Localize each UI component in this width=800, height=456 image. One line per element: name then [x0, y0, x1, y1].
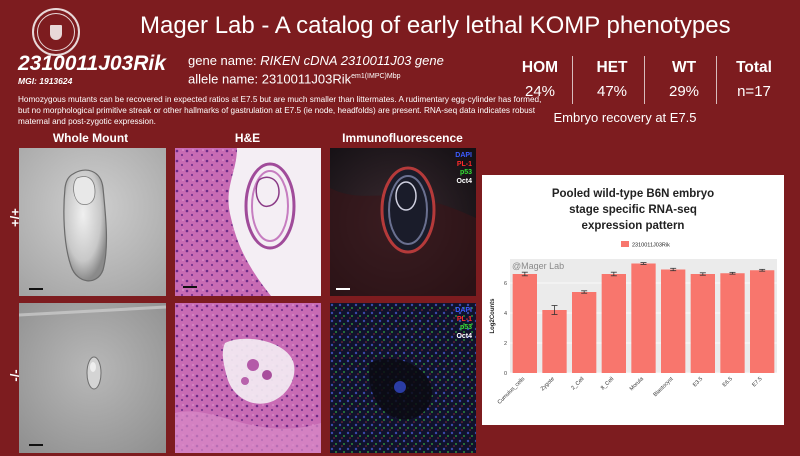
if-legend-pl1: PL-1: [456, 160, 472, 168]
if-legend-dapi: DAPI: [455, 152, 472, 159]
y-tick-label: 2: [504, 341, 507, 347]
x-tick-label: Blastocyst: [653, 376, 675, 398]
image-wholemount-mutant: [19, 303, 166, 453]
stat-total-label: Total: [736, 59, 772, 76]
if-legend-mutant: DAPI PL-1 p53 Oct4: [455, 307, 472, 341]
x-tick-label: E6.5: [722, 376, 734, 388]
stat-wt-label: WT: [671, 59, 697, 76]
rnaseq-chart-card: Pooled wild-type B6N embryo stage specif…: [482, 175, 784, 425]
chart-title: Pooled wild-type B6N embryo stage specif…: [492, 186, 774, 234]
page-title: Mager Lab - A catalog of early lethal KO…: [140, 12, 731, 39]
x-tick-label: Morula: [629, 376, 646, 393]
stat-hom-label: HOM: [521, 59, 559, 76]
gene-name-line: gene name: RIKEN cDNA 2310011J03 gene: [188, 53, 444, 69]
stat-wt: WT 29%: [652, 56, 717, 104]
chart-title-line-2: stage specific RNA-seq: [569, 204, 697, 216]
x-tick-label: E3.5: [692, 376, 704, 388]
bar: [661, 269, 686, 373]
bar: [720, 273, 745, 373]
x-tick-label: 8_Cell: [600, 376, 615, 391]
y-tick-label: 0: [504, 371, 507, 377]
if-legend-oct4: Oct4: [456, 177, 472, 185]
if-legend-p53-mutant: p53: [459, 324, 472, 331]
if-legend-wildtype: DAPI PL-1 p53 Oct4: [455, 152, 472, 186]
stat-hom: HOM 24%: [508, 56, 573, 104]
bar: [631, 263, 656, 373]
stat-wt-value: 29%: [668, 83, 700, 100]
stat-het-value: 47%: [596, 83, 628, 100]
chart-title-line-3: expression pattern: [581, 220, 685, 232]
image-immunofluorescence-wildtype: DAPI PL-1 p53 Oct4: [330, 148, 476, 296]
if-legend-p53: p53: [459, 169, 472, 176]
x-tick-label: 2_Cell: [570, 376, 585, 391]
gene-name-label: gene name:: [188, 53, 261, 68]
column-header-immunofluorescence: Immunofluorescence: [342, 131, 463, 145]
chart-watermark: @Mager Lab: [512, 261, 564, 271]
stat-het: HET 47%: [580, 56, 645, 104]
if-legend-dapi-mutant: DAPI: [455, 307, 472, 314]
y-tick-label: 6: [504, 281, 507, 287]
allele-name-label: allele name:: [188, 71, 262, 87]
stat-total: Total n=17: [722, 56, 786, 104]
column-header-whole-mount: Whole Mount: [52, 131, 129, 145]
allele-name: 2310011J03Rik: [261, 71, 352, 87]
x-tick-label: Cumulus_cells: [497, 376, 527, 406]
if-legend-oct4-mutant: Oct4: [456, 332, 472, 340]
bar: [572, 292, 597, 373]
gene-symbol: 2310011J03Rik: [18, 52, 166, 75]
image-he-mutant: [175, 303, 321, 453]
allele-name-line: allele name: 2310011J03Rikem1(IMPC)Mbp: [188, 69, 444, 87]
recovery-caption: Embryo recovery at E7.5: [553, 110, 697, 125]
gene-info: gene name: RIKEN cDNA 2310011J03 gene al…: [188, 53, 444, 87]
chart-title-line-1: Pooled wild-type B6N embryo: [551, 188, 715, 200]
bar: [601, 274, 626, 373]
stat-total-value: n=17: [737, 83, 771, 100]
bar: [690, 274, 715, 373]
legend-label: 2310011J03Rik: [632, 243, 670, 249]
image-wholemount-wildtype: [19, 148, 166, 296]
if-legend-pl1-mutant: PL-1: [456, 315, 472, 323]
x-tick-label: E7.5: [751, 376, 763, 388]
legend-swatch: [621, 241, 629, 247]
column-header-he: H&E: [234, 131, 261, 145]
gene-name: RIKEN cDNA 2310011J03 gene: [260, 53, 444, 68]
university-seal-logo: [32, 8, 80, 56]
phenotype-description: Homozygous mutants can be recovered in e…: [18, 95, 542, 126]
stat-hom-value: 24%: [524, 83, 556, 100]
x-tick-label: Zygote: [540, 376, 556, 392]
image-immunofluorescence-mutant: DAPI PL-1 p53 Oct4: [330, 303, 476, 453]
bar: [512, 274, 537, 373]
y-tick-label: 4: [504, 311, 507, 317]
y-axis-label: Log2Counts: [490, 298, 496, 334]
mgi-id: MGI: 1913624: [18, 76, 73, 86]
image-he-wildtype: [175, 148, 321, 296]
bar-chart: 0 2 4 6 Log2Counts @Mager Lab 2310011J03Rik Cum…: [490, 241, 777, 406]
stat-het-label: HET: [596, 59, 628, 76]
bar: [542, 310, 567, 373]
allele-superscript: em1(IMPC)Mbp: [351, 73, 401, 80]
bar: [750, 270, 775, 373]
